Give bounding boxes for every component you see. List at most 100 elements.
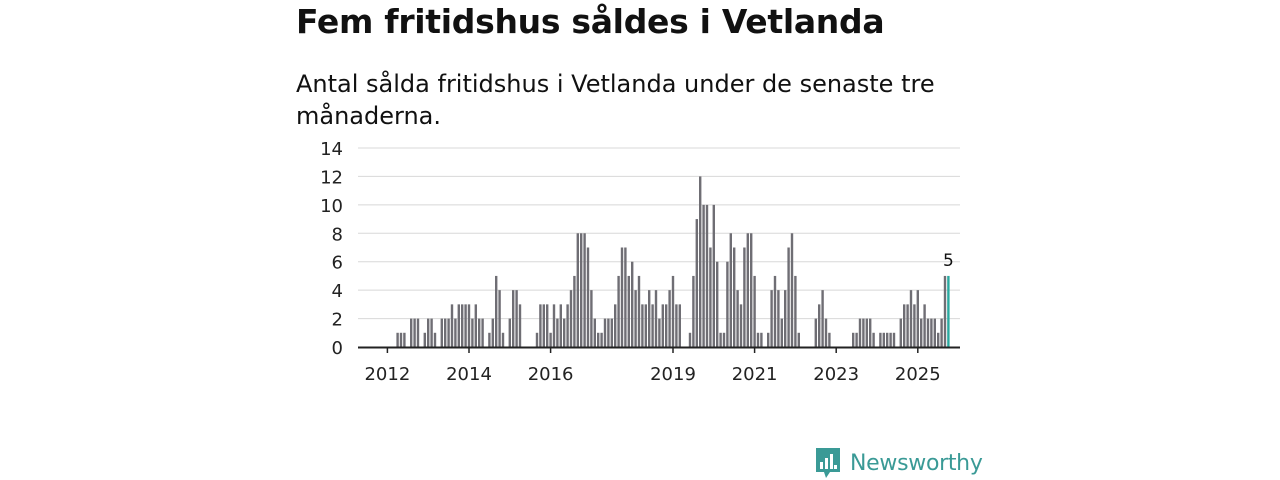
- x-tick-label: 2023: [813, 364, 859, 385]
- y-tick-label: 4: [332, 281, 343, 302]
- x-tick-label: 2016: [528, 364, 574, 385]
- bar: [396, 332, 399, 347]
- bar: [923, 304, 926, 347]
- bar: [648, 290, 651, 347]
- bar: [828, 332, 831, 347]
- bar: [427, 318, 430, 347]
- x-tick-label: 2021: [732, 364, 778, 385]
- bar: [566, 304, 569, 347]
- bar: [903, 304, 906, 347]
- bar: [882, 332, 885, 347]
- y-tick-label: 2: [332, 310, 343, 331]
- bar: [603, 318, 607, 347]
- bar: [573, 275, 576, 347]
- bar: [512, 290, 515, 347]
- bar: [576, 233, 579, 347]
- bar: [702, 204, 705, 347]
- bar: [457, 304, 460, 347]
- bar: [624, 247, 627, 347]
- bar: [930, 318, 933, 347]
- bar: [423, 332, 426, 347]
- bar: [780, 318, 783, 347]
- bar: [722, 332, 726, 347]
- bar: [855, 332, 858, 347]
- bar: [899, 318, 902, 347]
- bar: [552, 304, 556, 347]
- bar: [665, 304, 668, 347]
- brand-logo: Newsworthy: [814, 446, 983, 480]
- bar: [651, 304, 654, 347]
- bar: [726, 261, 729, 347]
- bar: [879, 332, 882, 347]
- x-tick-label: 2014: [446, 364, 492, 385]
- bar: [814, 318, 817, 347]
- bar: [569, 290, 573, 347]
- bar: [869, 318, 872, 347]
- bar: [454, 318, 457, 347]
- bar: [916, 290, 919, 347]
- bar: [559, 304, 562, 347]
- bar: [597, 332, 600, 347]
- bar: [892, 332, 896, 347]
- bar: [607, 318, 610, 347]
- bar: [610, 318, 613, 347]
- bar-highlight: [947, 275, 950, 347]
- bar: [600, 332, 603, 347]
- bar: [644, 304, 647, 347]
- bar: [467, 304, 471, 347]
- bar: [926, 318, 930, 347]
- y-tick-label: 14: [320, 139, 343, 160]
- bar: [614, 304, 617, 347]
- bar: [654, 290, 658, 347]
- highlight-value-label: 5: [943, 251, 954, 271]
- bar: [542, 304, 545, 347]
- x-tick-label: 2025: [895, 364, 941, 385]
- bar: [501, 332, 505, 347]
- bar: [641, 304, 644, 347]
- bar: [546, 304, 549, 347]
- bar: [583, 233, 586, 347]
- bar: [797, 332, 800, 347]
- y-tick-label: 12: [320, 167, 343, 188]
- bar: [770, 290, 773, 347]
- bar: [794, 275, 797, 347]
- bar: [852, 332, 855, 347]
- bar: [440, 318, 443, 347]
- bar: [478, 318, 481, 347]
- bar: [495, 275, 498, 347]
- bar: [410, 318, 413, 347]
- bar: [491, 318, 494, 347]
- y-tick-label: 8: [332, 224, 343, 245]
- bar: [719, 332, 722, 347]
- bar: [705, 204, 709, 347]
- bar: [858, 318, 862, 347]
- y-tick-label: 10: [320, 196, 343, 217]
- bar: [488, 332, 491, 347]
- bar: [736, 290, 739, 347]
- bar: [872, 332, 875, 347]
- bar: [824, 318, 828, 347]
- bar: [634, 290, 637, 347]
- bar: [430, 318, 433, 347]
- bar: [444, 318, 447, 347]
- bar: [777, 290, 780, 347]
- bar: [909, 290, 913, 347]
- bar: [787, 247, 790, 347]
- bar: [865, 318, 868, 347]
- bar: [821, 290, 824, 347]
- bar: [433, 332, 437, 347]
- bar: [413, 318, 416, 347]
- bar: [716, 261, 719, 347]
- bar: [617, 275, 620, 347]
- bar: [784, 290, 787, 347]
- bar: [464, 304, 467, 347]
- bar: [889, 332, 892, 347]
- bar: [688, 332, 692, 347]
- bar: [760, 332, 763, 347]
- bar: [668, 290, 671, 347]
- bar: [447, 318, 450, 347]
- bar: [631, 261, 634, 347]
- bar: [773, 275, 777, 347]
- bar: [474, 304, 477, 347]
